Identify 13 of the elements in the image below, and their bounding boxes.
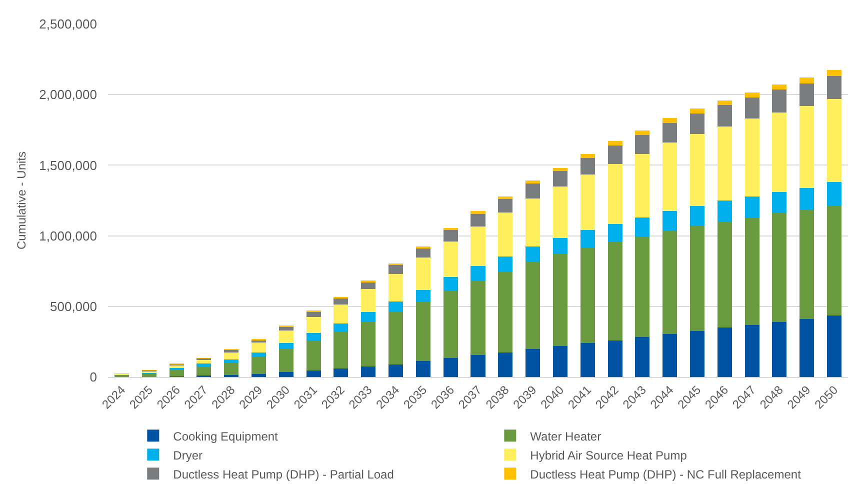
legend-label: Dryer [173,448,203,462]
legend-label: Hybrid Air Source Heat Pump [530,448,688,462]
y-tick-label: 2,000,000 [39,87,97,102]
y-tick-label: 500,000 [50,298,97,314]
y-tick-label: 0 [90,370,97,385]
y-tick-label: 1,500,000 [39,158,97,173]
y-tick-label: 2,500,000 [39,16,97,32]
legend-label: Cooking Equipment [173,429,279,444]
legend-label: Ductless Heat Pump (DHP) - Partial Load [173,467,394,482]
legend-label: Water Heater [530,429,602,444]
legend-label: Ductless Heat Pump (DHP) - NC Full Replacement [530,467,802,482]
y-tick-label: 1,000,000 [39,228,97,244]
y-axis-title: Cumulative - Units [14,151,28,250]
